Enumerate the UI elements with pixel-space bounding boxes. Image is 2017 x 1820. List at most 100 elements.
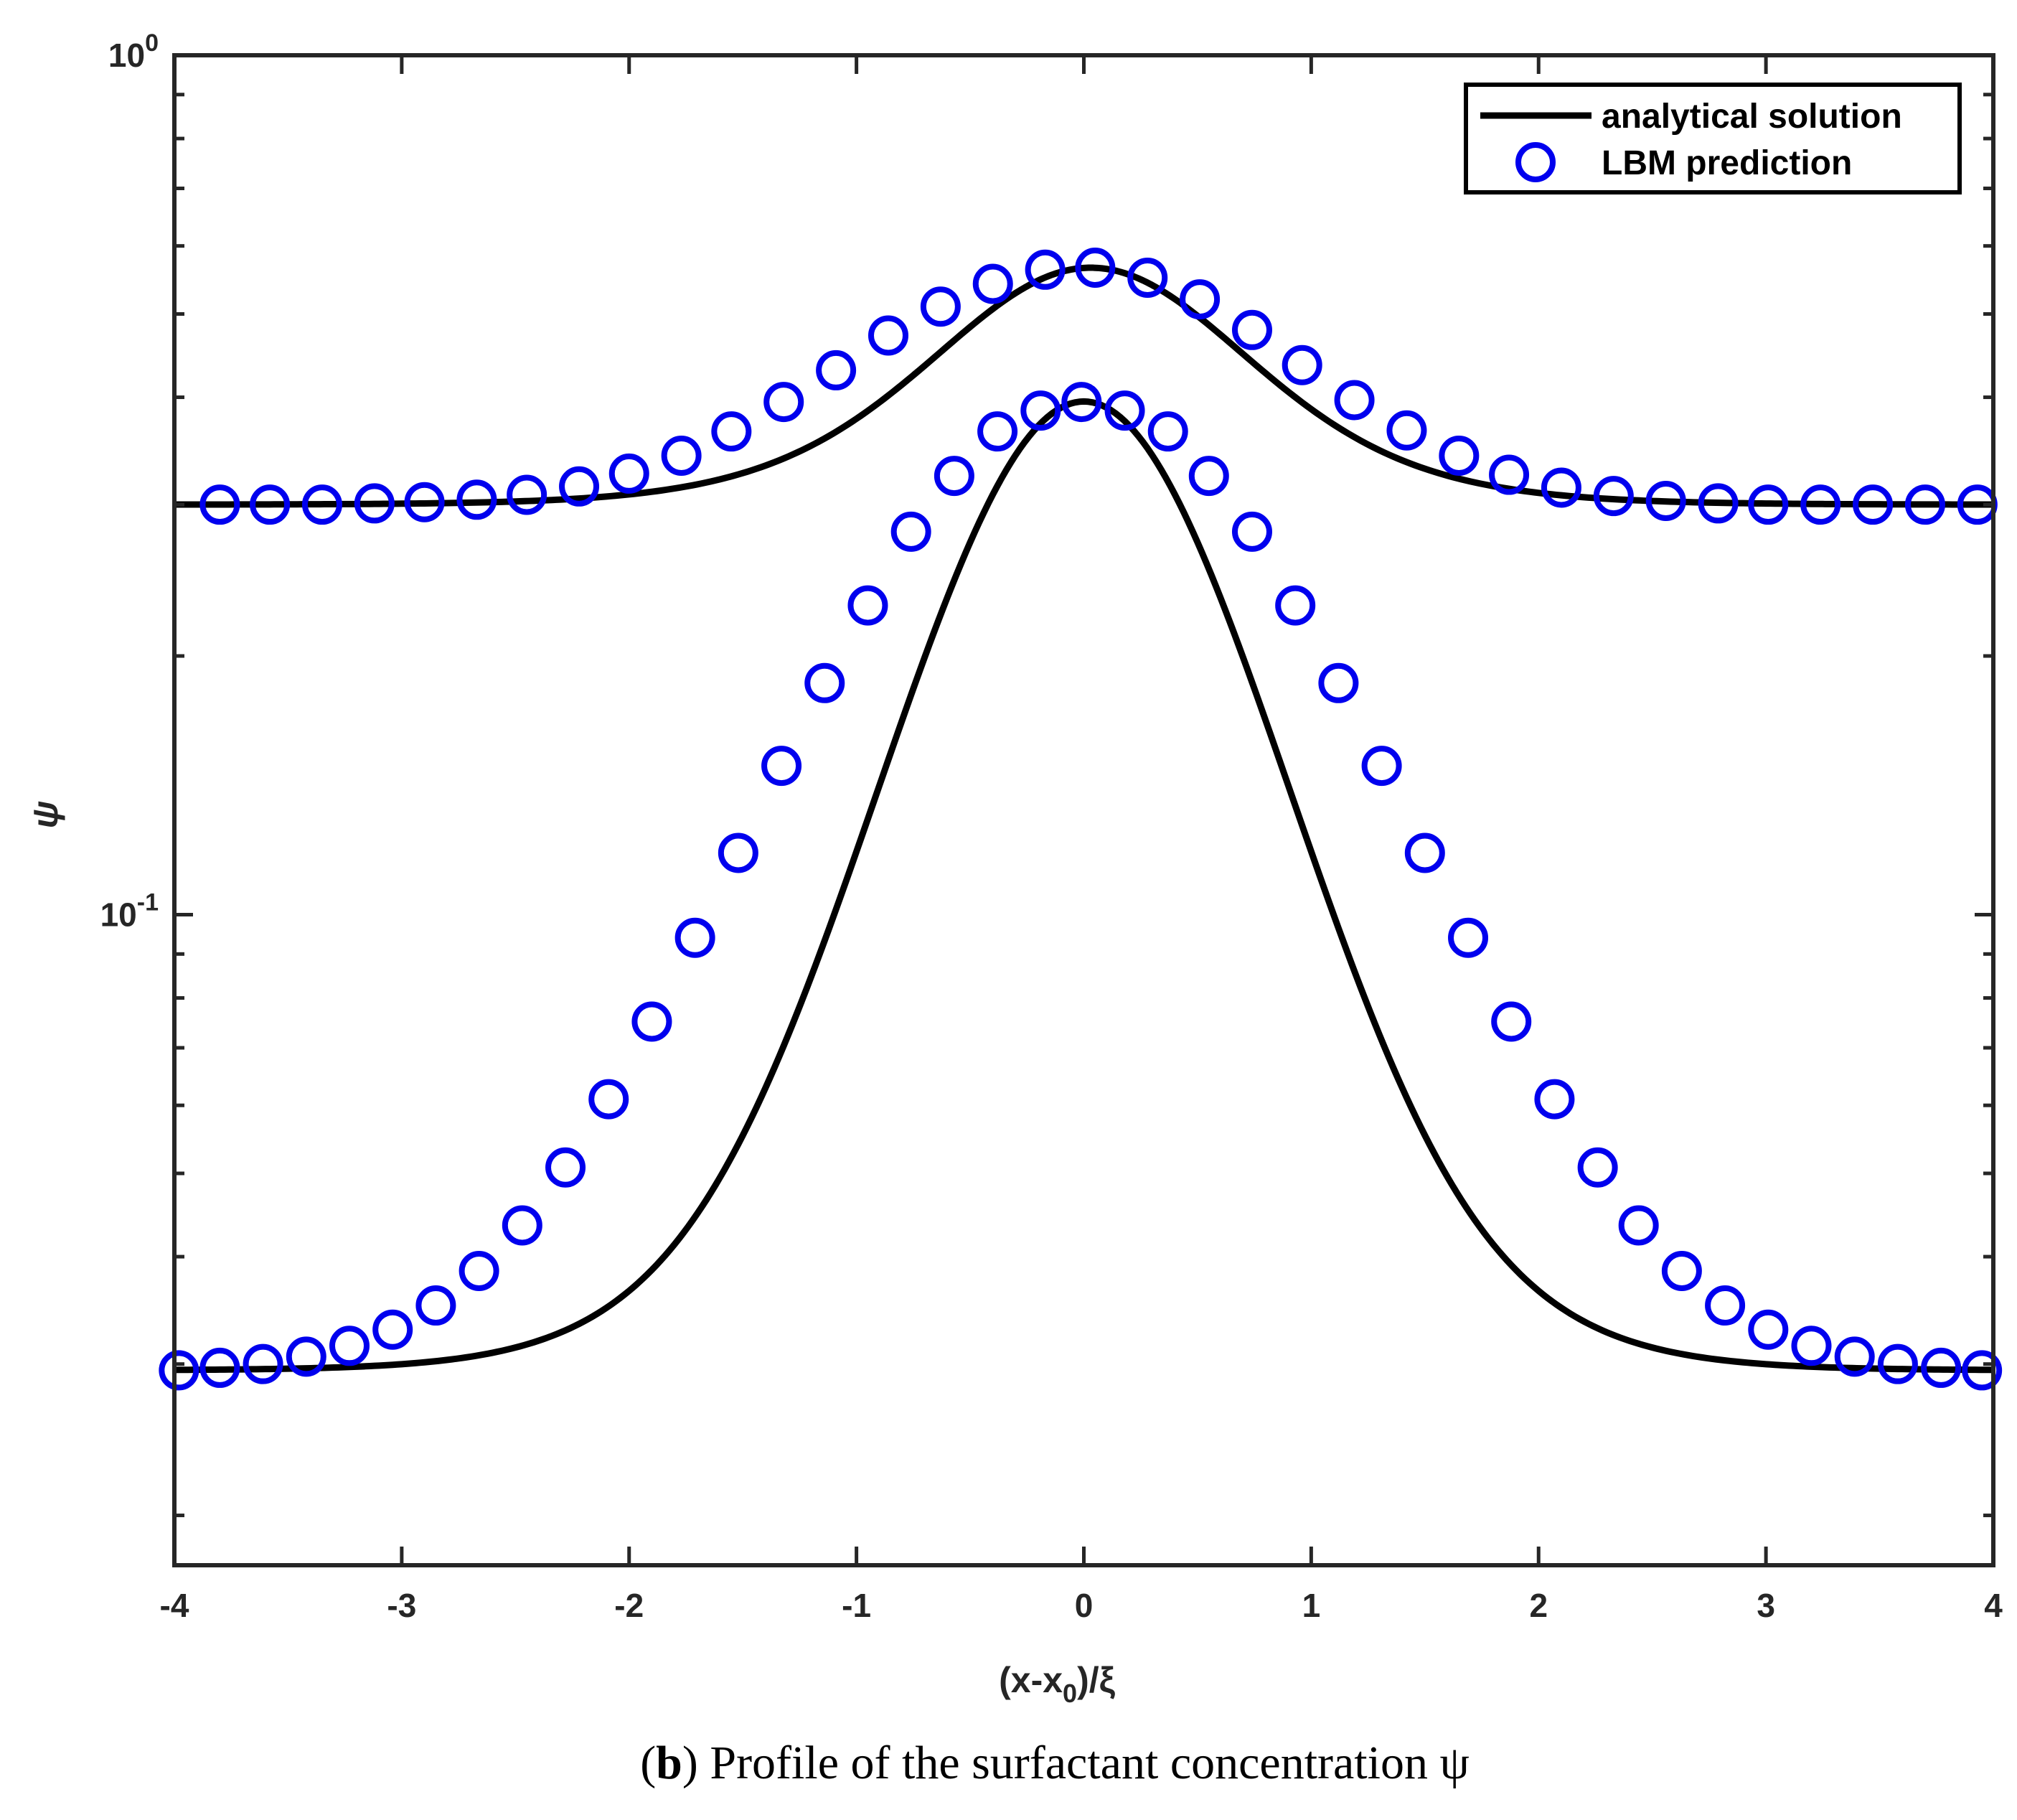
lbm-point xyxy=(1791,1326,1832,1366)
lbm-point xyxy=(934,456,974,497)
caption-text: Profile of the surfactant concentration … xyxy=(698,1737,1470,1789)
lbm-point xyxy=(1275,585,1316,626)
legend: analytical solution LBM prediction xyxy=(1464,83,1962,194)
y-tick-label: 100 xyxy=(108,29,159,74)
lbm-point xyxy=(1904,484,1945,525)
lbm-point xyxy=(1075,248,1116,289)
lbm-point xyxy=(502,1205,542,1246)
y-axis-label: ψ xyxy=(25,801,65,829)
x-axis-label-open: (x-x xyxy=(999,1660,1063,1700)
lbm-point xyxy=(159,1350,199,1391)
x-tick-label: 3 xyxy=(1757,1587,1775,1624)
lbm-point xyxy=(972,263,1013,304)
lbm-point xyxy=(372,1309,413,1350)
x-axis-label-close: )/ξ xyxy=(1077,1660,1116,1700)
lbm-point xyxy=(674,917,715,958)
lbm-point xyxy=(1127,257,1168,298)
lbm-point xyxy=(920,286,961,327)
lbm-point xyxy=(1748,484,1789,525)
x-tick-label: -1 xyxy=(842,1587,871,1624)
lbm-point xyxy=(816,350,857,390)
lbm-point xyxy=(588,1079,629,1120)
lbm-point xyxy=(1705,1285,1746,1326)
legend-label-analytical: analytical solution xyxy=(1602,98,1902,136)
lbm-point xyxy=(1541,467,1581,508)
lbm-point xyxy=(354,483,395,524)
lbm-point xyxy=(1404,832,1445,873)
lbm-point xyxy=(1439,436,1480,477)
lbm-point xyxy=(761,746,802,787)
x-tick-label: -4 xyxy=(160,1587,189,1624)
lbm-point xyxy=(1962,1350,2003,1391)
legend-label-lbm: LBM prediction xyxy=(1602,144,1852,182)
lbm-point xyxy=(545,1147,586,1188)
lbm-point xyxy=(1593,476,1634,517)
lbm-point xyxy=(1534,1079,1575,1120)
lbm-point xyxy=(1061,382,1102,423)
lbm-point xyxy=(507,474,547,515)
lbm-point xyxy=(711,411,752,452)
figure-caption: (b) Profile of the surfactant concentrat… xyxy=(640,1737,1470,1789)
lbm-point xyxy=(847,585,888,626)
lbm-point xyxy=(286,1336,326,1377)
lbm-point xyxy=(890,511,931,552)
lbm-point xyxy=(1361,746,1402,787)
lbm-point xyxy=(1231,511,1272,552)
lbm-point xyxy=(1318,662,1359,703)
lbm-series-upper xyxy=(199,248,1998,525)
lbm-point xyxy=(1489,454,1530,495)
lbm-point xyxy=(1104,390,1145,431)
lbm-point xyxy=(718,832,758,873)
lbm-point xyxy=(456,479,497,520)
plot-area xyxy=(159,248,2003,1391)
lbm-point xyxy=(1334,380,1375,421)
axis-ticks: -4 -3 -2 -1 0 1 2 3 4 10-1 100 xyxy=(100,29,2003,1624)
caption-bold-letter: b xyxy=(656,1737,682,1789)
lbm-point xyxy=(1282,344,1322,385)
lbm-point xyxy=(329,1326,370,1366)
caption-close-paren: ) xyxy=(682,1737,698,1789)
lbm-point xyxy=(1147,411,1188,452)
x-tick-label: 0 xyxy=(1075,1587,1094,1624)
lbm-point xyxy=(459,1250,499,1291)
x-tick-label: -2 xyxy=(614,1587,644,1624)
lbm-point xyxy=(608,453,649,494)
lbm-point xyxy=(250,484,291,525)
lbm-series-lower xyxy=(159,382,2003,1391)
lbm-point xyxy=(1834,1336,1875,1377)
lbm-point xyxy=(1386,410,1427,451)
lbm-point xyxy=(1231,309,1272,350)
lbm-point xyxy=(804,662,845,703)
lbm-point xyxy=(1020,390,1061,431)
caption-open-paren: ( xyxy=(640,1737,656,1789)
y-tick-label: 10-1 xyxy=(100,889,159,934)
lbm-point xyxy=(1188,456,1229,497)
lbm-point xyxy=(1877,1343,1918,1384)
lbm-point xyxy=(1661,1250,1702,1291)
lbm-point xyxy=(404,482,445,522)
lbm-point xyxy=(1577,1147,1618,1188)
lbm-point xyxy=(661,436,702,477)
lbm-point xyxy=(1448,917,1489,958)
lbm-point xyxy=(631,1001,672,1042)
lbm-point xyxy=(559,466,600,507)
lbm-point xyxy=(1025,249,1066,290)
x-tick-label: 1 xyxy=(1302,1587,1321,1624)
lbm-point xyxy=(199,484,240,525)
x-axis-label-subscript: 0 xyxy=(1063,1679,1077,1708)
lbm-point xyxy=(763,382,804,423)
lbm-point xyxy=(1748,1309,1789,1350)
lbm-point xyxy=(1491,1001,1532,1042)
x-tick-label: 4 xyxy=(1984,1587,2003,1624)
lbm-point xyxy=(415,1285,456,1326)
analytical-curve-lower xyxy=(174,398,1994,1374)
x-axis-label: (x-x0)/ξ xyxy=(999,1660,1115,1708)
analytical-curve-upper xyxy=(174,264,1993,508)
lbm-point xyxy=(199,1347,240,1388)
lbm-point xyxy=(1618,1205,1659,1246)
x-tick-label: 2 xyxy=(1529,1587,1548,1624)
caption: (b) Profile of the surfactant concentrat… xyxy=(640,1737,1470,1789)
lbm-point xyxy=(1853,484,1894,525)
lbm-point xyxy=(1800,484,1841,525)
